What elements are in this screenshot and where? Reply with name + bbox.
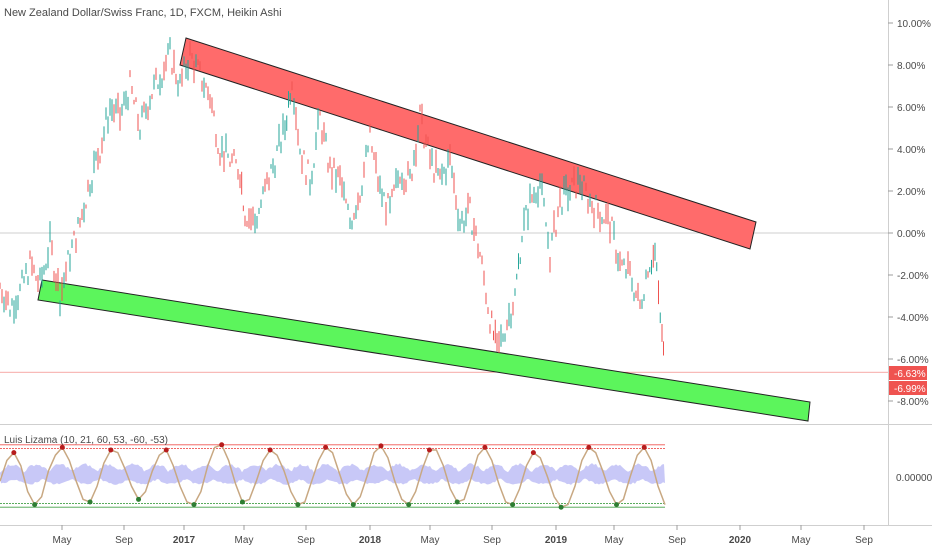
- x-tick-label: May: [53, 535, 72, 546]
- x-tick-label: Sep: [855, 535, 873, 546]
- price-series-group: [0, 37, 664, 356]
- time-axis[interactable]: May Sep 2017 May Sep 2018 May Sep 2019 May Sep 2020…: [53, 525, 874, 546]
- y-tick-label: 10.00%: [897, 19, 931, 30]
- support-channel: [37, 279, 811, 422]
- oscillator-trough-dot: [510, 502, 516, 508]
- y-tick-label: -6.00%: [897, 355, 929, 366]
- oscillator-peak-dot: [426, 447, 432, 453]
- resistance-channel: [179, 37, 757, 250]
- y-tick-label: 4.00%: [897, 145, 925, 156]
- secondary-price-tag: -6.99%: [889, 381, 927, 395]
- oscillator-trough-dot: [614, 502, 620, 508]
- x-tick-label: Sep: [668, 535, 686, 546]
- price-axis[interactable]: 10.00% 8.00% 6.00% 4.00% 2.00% 0.00% -2.00% -4.…: [888, 19, 931, 408]
- oscillator-trough-dot: [558, 504, 564, 510]
- oscillator-peak-dot: [108, 447, 114, 453]
- x-tick-label: 2019: [545, 535, 568, 546]
- secondary-price-tag-label: -6.99%: [894, 384, 926, 395]
- oscillator-trough-dot: [136, 496, 142, 502]
- oscillator-trough-dot: [239, 499, 245, 505]
- indicator-label: Luis Lizama (10, 21, 60, 53, -60, -53): [4, 435, 168, 446]
- oscillator-peak-dot: [323, 444, 329, 450]
- x-tick-label: 2017: [173, 535, 196, 546]
- last-price-tag: -6.63%: [889, 366, 927, 380]
- x-tick-label: 2020: [729, 535, 752, 546]
- x-tick-label: Sep: [115, 535, 133, 546]
- x-tick-label: May: [235, 535, 254, 546]
- oscillator-trough-dot: [454, 499, 460, 505]
- oscillator-peak-dot: [11, 450, 17, 456]
- oscillator-peak-dot: [378, 443, 384, 449]
- x-tick-label: 2018: [359, 535, 382, 546]
- chart-title: New Zealand Dollar/Swiss Franc, 1D, FXCM…: [4, 7, 282, 19]
- oscillator-trough-dot: [406, 502, 412, 508]
- oscillator-trough-dot: [295, 502, 301, 508]
- y-tick-label: 8.00%: [897, 61, 925, 72]
- oscillator-trough-dot: [32, 502, 38, 508]
- x-tick-label: Sep: [483, 535, 501, 546]
- oscillator-peak-dot: [219, 442, 225, 448]
- oscillator-trough-dot: [191, 502, 197, 508]
- secondary-price-tag-bg: [889, 381, 927, 395]
- x-tick-label: May: [605, 535, 624, 546]
- last-price-tag-label: -6.63%: [894, 369, 926, 380]
- oscillator-group: [0, 442, 666, 510]
- oscillator-peak-dot: [163, 447, 169, 453]
- y-tick-label: -4.00%: [897, 313, 929, 324]
- y-tick-label: -2.00%: [897, 271, 929, 282]
- y-tick-label: 0.00%: [897, 229, 925, 240]
- y-tick-label: 2.00%: [897, 187, 925, 198]
- last-price-tag-bg: [889, 366, 927, 380]
- x-tick-label: May: [792, 535, 811, 546]
- oscillator-trough-dot: [87, 499, 93, 505]
- oscillator-peak-dot: [641, 444, 647, 450]
- oscillator-volume: [0, 463, 665, 485]
- x-tick-label: Sep: [297, 535, 315, 546]
- oscillator-trough-dot: [350, 502, 356, 508]
- oscillator-peak-dot: [586, 444, 592, 450]
- channels-group: [37, 37, 811, 422]
- indicator-value-label: 0.00000: [896, 473, 932, 484]
- x-tick-label: May: [421, 535, 440, 546]
- y-tick-label: -8.00%: [897, 397, 929, 408]
- oscillator-peak-dot: [530, 450, 536, 456]
- oscillator-peak-dot: [59, 444, 65, 450]
- y-tick-label: 6.00%: [897, 103, 925, 114]
- oscillator-peak-dot: [267, 447, 273, 453]
- oscillator-peak-dot: [482, 444, 488, 450]
